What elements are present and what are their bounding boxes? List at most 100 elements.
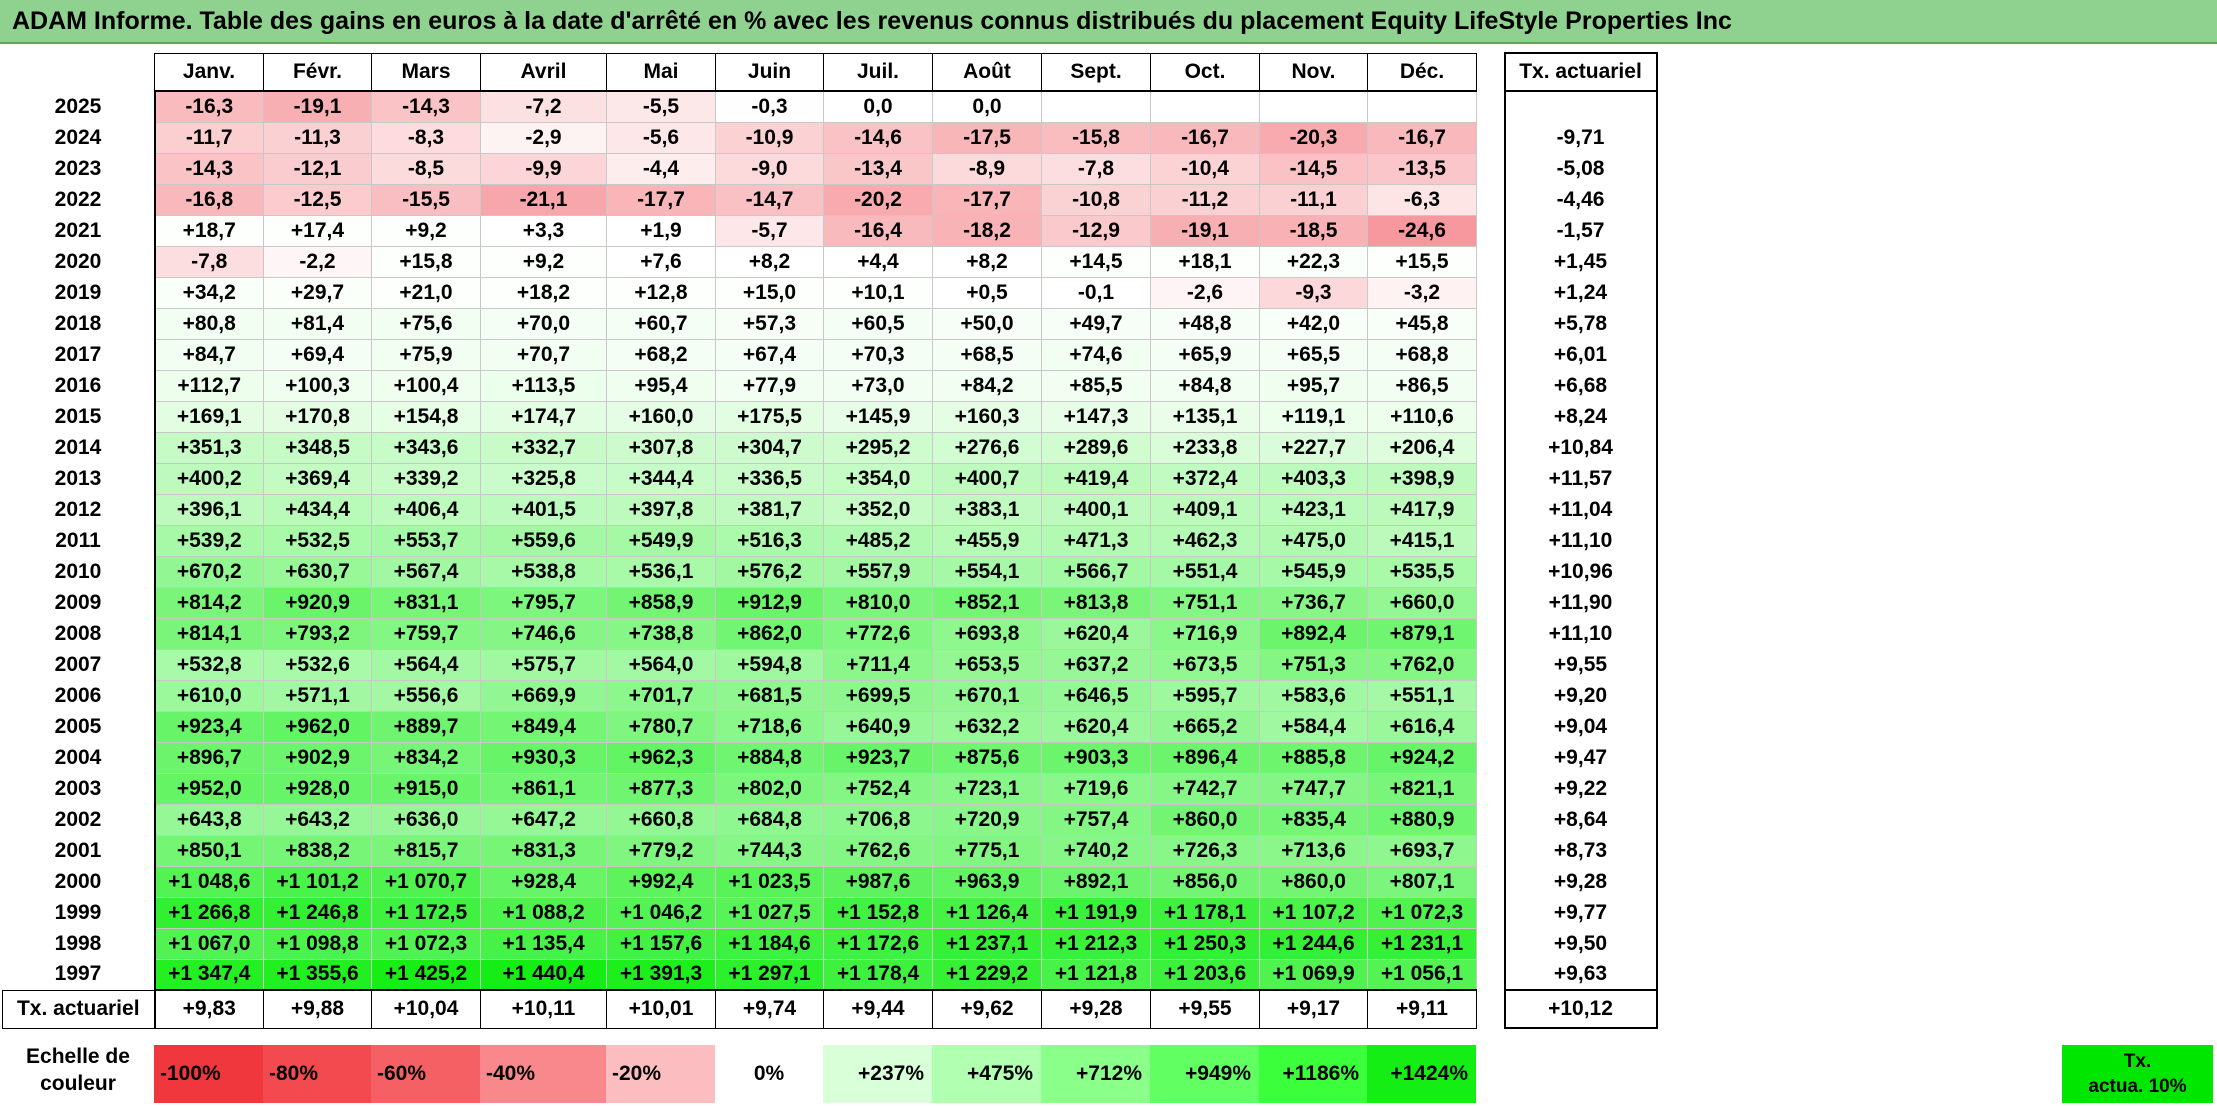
gain-cell: +815,7 [371,834,481,867]
year-label: 2011 [2,525,156,556]
gain-cell: +902,9 [263,741,372,774]
gain-cell: +354,0 [823,462,933,495]
month-header: Août [932,52,1042,92]
gain-cell: -14,3 [371,90,481,123]
rate-cell: +6,68 [1503,370,1658,401]
gain-cell: +860,0 [1259,865,1368,898]
year-label: 2012 [2,494,156,525]
gain-cell: +381,7 [715,493,824,526]
year-label: 2008 [2,618,156,649]
table-row: 2021 +18,7 +17,4 +9,2 +3,3 +1,9 -5,7 -16,4 -18,2… [2,214,1658,247]
gain-cell: +95,4 [606,369,716,402]
gain-cell: +1 023,5 [715,865,824,898]
gain-cell: +834,2 [371,741,481,774]
gain-cell: +415,1 [1367,524,1477,557]
year-label: 2001 [2,835,156,866]
year-label: 2009 [2,587,156,618]
spacer [1476,401,1505,432]
gain-cell: +18,1 [1150,245,1260,278]
gain-cell: +903,3 [1041,741,1151,774]
total-rate-cell: +9,55 [1150,989,1260,1029]
gain-cell: +369,4 [263,462,372,495]
table-row: 2006 +610,0 +571,1 +556,6 +669,9 +701,7 +681,5… [2,679,1658,712]
gain-cell: +68,2 [606,338,716,371]
gain-cell: +892,1 [1041,865,1151,898]
spacer [1476,897,1505,928]
rate-cell: +11,10 [1503,618,1658,649]
table-row: 1997 +1 347,4 +1 355,6 +1 425,2 +1 440,4 +1 3… [2,958,1658,991]
gain-cell: +1 347,4 [154,958,264,991]
table-row: 2019 +34,2 +29,7 +21,0 +18,2 +12,8 +15,0 +10,1 +… [2,276,1658,309]
gain-cell: +351,3 [154,431,264,464]
gain-cell: +100,4 [371,369,481,402]
gain-cell: -6,3 [1367,183,1477,216]
gain-cell: +1 297,1 [715,958,824,991]
gain-cell: +516,3 [715,524,824,557]
gain-cell: -13,4 [823,152,933,185]
legend-swatch: -60% [371,1045,480,1103]
total-rate-cell: +9,28 [1041,989,1151,1029]
month-header: Juin [715,52,824,92]
gain-cell: +1 191,9 [1041,896,1151,929]
rate-header: Tx. actuariel [1503,52,1658,92]
spacer [1476,277,1505,308]
year-label: 2007 [2,649,156,680]
month-header: Janv. [154,52,264,92]
gain-cell: +170,8 [263,400,372,433]
gain-cell: +780,7 [606,710,716,743]
table-row: 2016 +112,7 +100,3 +100,4 +113,5 +95,4 +77,9 +7… [2,369,1658,402]
gain-cell: +746,6 [480,617,607,650]
legend-swatch: +237% [823,1045,932,1103]
gain-cell: -11,2 [1150,183,1260,216]
gain-cell: +348,5 [263,431,372,464]
gain-cell: +48,8 [1150,307,1260,340]
gain-cell: +434,4 [263,493,372,526]
gain-cell: -16,4 [823,214,933,247]
spacer [1476,804,1505,835]
gain-cell: -18,2 [932,214,1042,247]
table-row: 2005 +923,4 +962,0 +889,7 +849,4 +780,7 +718,6… [2,710,1658,743]
gain-cell: +640,9 [823,710,933,743]
gain-cell: +566,7 [1041,555,1151,588]
gain-cell: +1 355,6 [263,958,372,991]
gain-cell: +57,3 [715,307,824,340]
legend-swatch: +1186% [1259,1045,1367,1103]
gain-cell: +814,2 [154,586,264,619]
gain-cell: +736,7 [1259,586,1368,619]
legend-swatch: -20% [606,1045,715,1103]
legend-swatch: 0% [715,1045,823,1103]
spacer [1476,773,1505,804]
rate-cell: +11,04 [1503,494,1658,525]
gain-cell: +545,9 [1259,555,1368,588]
gain-cell: +849,4 [480,710,607,743]
gain-cell: +553,7 [371,524,481,557]
gain-cell: +616,4 [1367,710,1477,743]
gain-cell: +0,5 [932,276,1042,309]
legend-label-line1: Echelle de [26,1045,130,1068]
gain-cell: -3,2 [1367,276,1477,309]
gain-cell: +793,2 [263,617,372,650]
gain-cell: -11,7 [154,121,264,154]
gain-cell: +18,2 [480,276,607,309]
gain-cell: +70,7 [480,338,607,371]
gain-cell: +861,1 [480,772,607,805]
gain-cell: 0,0 [932,90,1042,123]
table-row: 2003 +952,0 +928,0 +915,0 +861,1 +877,3 +802,0… [2,772,1658,805]
gain-cell: +1 098,8 [263,927,372,960]
gain-cell: +160,0 [606,400,716,433]
gain-cell: +227,7 [1259,431,1368,464]
gain-cell: +795,7 [480,586,607,619]
rate-cell: -5,08 [1503,153,1658,184]
gain-cell: +233,8 [1150,431,1260,464]
gain-cell: -14,3 [154,152,264,185]
gain-cell: +838,2 [263,834,372,867]
gain-cell: +738,8 [606,617,716,650]
gain-cell: +1 088,2 [480,896,607,929]
total-rate-cell: +9,88 [263,989,372,1029]
gain-cell: +77,9 [715,369,824,402]
table-row: 2022 -16,8 -12,5 -15,5 -21,1 -17,7 -14,7 -20,2-… [2,183,1658,216]
gain-cell: +1 172,6 [823,927,933,960]
gain-cell: +877,3 [606,772,716,805]
gain-cell: -19,1 [1150,214,1260,247]
gain-cell: +551,1 [1367,679,1477,712]
